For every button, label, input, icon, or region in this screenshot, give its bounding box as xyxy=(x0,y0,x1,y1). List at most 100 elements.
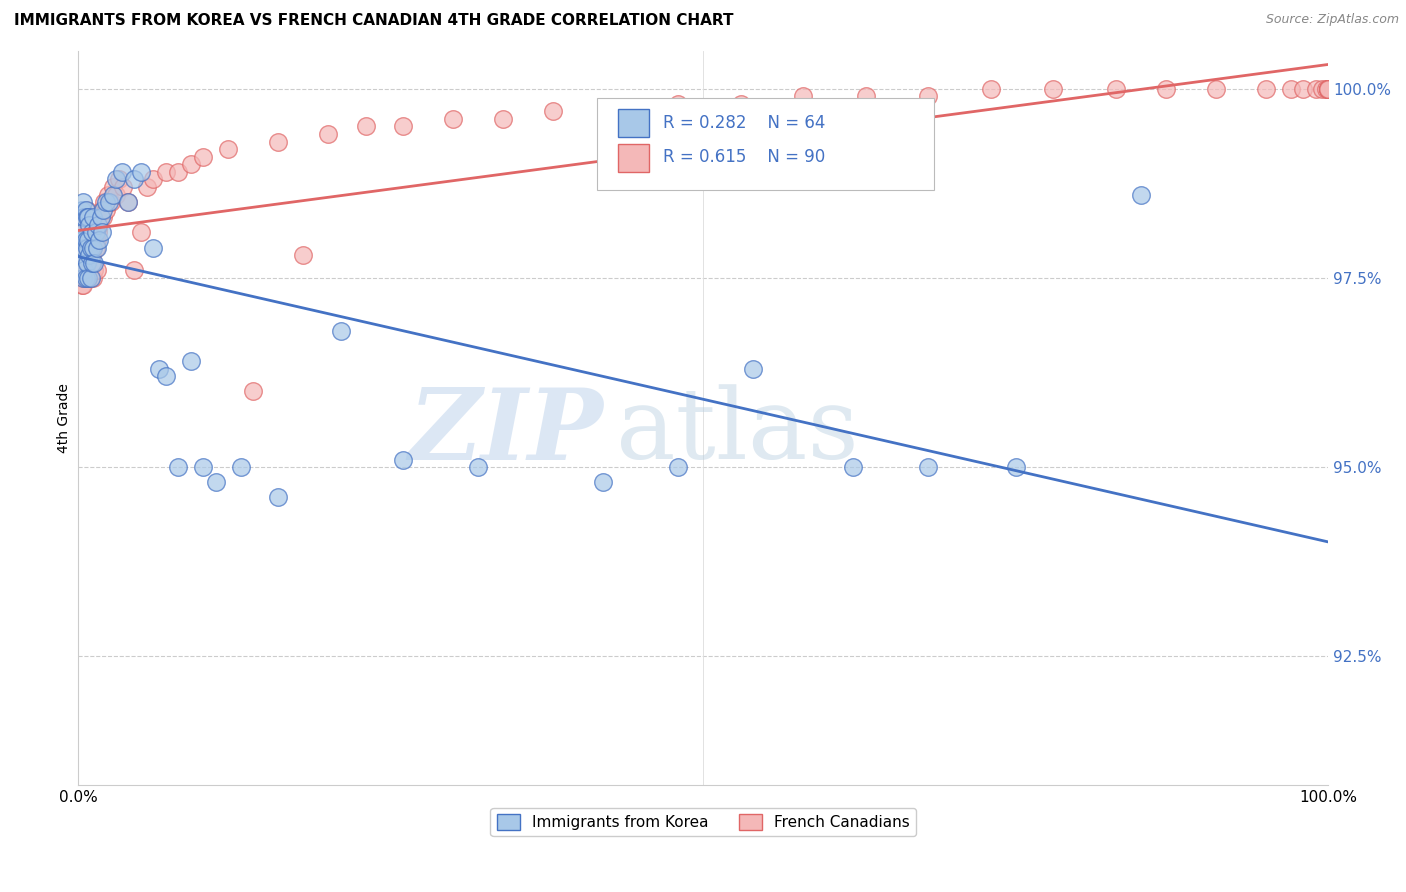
Text: R = 0.615    N = 90: R = 0.615 N = 90 xyxy=(664,148,825,166)
Point xyxy=(79,211,101,225)
Point xyxy=(117,195,139,210)
Point xyxy=(242,384,264,399)
Point xyxy=(70,233,93,247)
Point xyxy=(79,248,101,262)
Point xyxy=(90,226,112,240)
Point xyxy=(980,81,1002,95)
Point xyxy=(217,142,239,156)
Point xyxy=(191,460,214,475)
Point xyxy=(69,248,91,262)
Point xyxy=(72,226,94,240)
Point xyxy=(72,195,94,210)
Point xyxy=(80,255,103,269)
Point xyxy=(79,218,101,232)
Point xyxy=(72,218,94,232)
Point xyxy=(354,120,377,134)
Point xyxy=(180,354,202,368)
Point xyxy=(84,241,107,255)
Point xyxy=(1317,81,1340,95)
Y-axis label: 4th Grade: 4th Grade xyxy=(58,383,72,453)
Point xyxy=(70,255,93,269)
Point xyxy=(83,263,105,277)
Text: R = 0.282    N = 64: R = 0.282 N = 64 xyxy=(664,113,825,132)
Point xyxy=(75,202,97,217)
Point xyxy=(1305,81,1327,95)
Point xyxy=(79,270,101,285)
Point xyxy=(80,218,103,232)
Point xyxy=(82,211,104,225)
Point xyxy=(129,226,152,240)
Point xyxy=(792,89,814,103)
Point xyxy=(84,226,107,240)
Point xyxy=(82,270,104,285)
FancyBboxPatch shape xyxy=(619,144,650,172)
Point xyxy=(730,96,752,111)
Point xyxy=(1317,81,1340,95)
Point xyxy=(1310,81,1333,95)
Point xyxy=(87,226,110,240)
Point xyxy=(87,218,110,232)
Point xyxy=(72,278,94,293)
Point xyxy=(75,241,97,255)
Point xyxy=(104,172,127,186)
Point xyxy=(79,248,101,262)
Point xyxy=(855,89,877,103)
Point xyxy=(70,226,93,240)
Point xyxy=(917,89,939,103)
Point xyxy=(541,104,564,119)
Point xyxy=(142,172,165,186)
Point xyxy=(1104,81,1126,95)
Point xyxy=(79,241,101,255)
Point xyxy=(155,165,177,179)
Point xyxy=(1317,81,1340,95)
FancyBboxPatch shape xyxy=(598,98,935,190)
Point xyxy=(742,361,765,376)
Point xyxy=(1205,81,1227,95)
Point xyxy=(77,211,100,225)
Point xyxy=(492,112,515,126)
Point xyxy=(167,460,190,475)
Point xyxy=(1317,81,1340,95)
Point xyxy=(467,460,489,475)
Point xyxy=(392,452,415,467)
Point xyxy=(142,241,165,255)
Point xyxy=(592,475,614,490)
Point xyxy=(69,270,91,285)
Point xyxy=(180,157,202,171)
Point xyxy=(73,211,96,225)
Point xyxy=(76,233,98,247)
Point xyxy=(1004,460,1026,475)
Point xyxy=(70,278,93,293)
Point xyxy=(80,226,103,240)
Point xyxy=(75,270,97,285)
Point xyxy=(1317,81,1340,95)
Point xyxy=(94,195,117,210)
Point xyxy=(292,248,315,262)
Point xyxy=(1279,81,1302,95)
Text: IMMIGRANTS FROM KOREA VS FRENCH CANADIAN 4TH GRADE CORRELATION CHART: IMMIGRANTS FROM KOREA VS FRENCH CANADIAN… xyxy=(14,13,734,29)
Point xyxy=(111,165,134,179)
Point xyxy=(98,195,121,210)
Point xyxy=(1292,81,1315,95)
Point xyxy=(75,233,97,247)
Point xyxy=(89,233,111,247)
Point xyxy=(104,187,127,202)
Point xyxy=(191,150,214,164)
Legend: Immigrants from Korea, French Canadians: Immigrants from Korea, French Canadians xyxy=(491,808,915,836)
Point xyxy=(77,270,100,285)
Point xyxy=(77,226,100,240)
Point xyxy=(73,263,96,277)
Point xyxy=(73,241,96,255)
Point xyxy=(267,491,290,505)
Point xyxy=(124,172,146,186)
Point xyxy=(73,270,96,285)
Point xyxy=(67,233,90,247)
Point xyxy=(76,255,98,269)
Point xyxy=(1154,81,1177,95)
Point xyxy=(666,96,689,111)
Point xyxy=(155,369,177,384)
Point xyxy=(93,195,115,210)
Point xyxy=(108,172,131,186)
Point xyxy=(229,460,252,475)
Point xyxy=(1254,81,1277,95)
